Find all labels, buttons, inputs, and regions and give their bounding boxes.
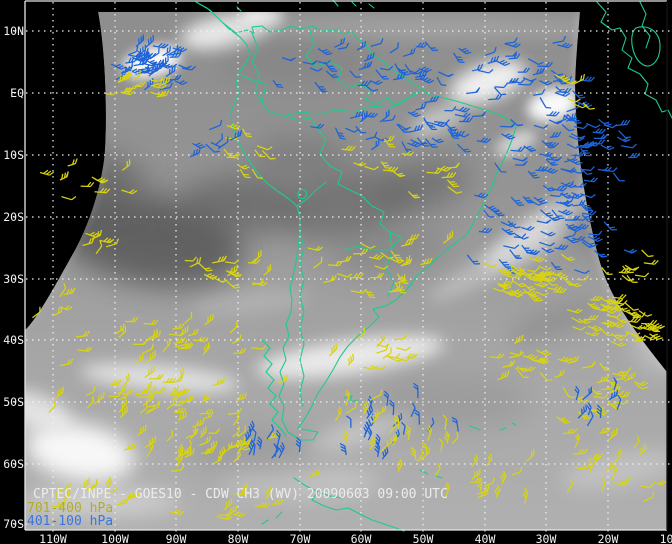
lat-tick-label: 10S — [3, 148, 24, 162]
lat-tick-label: 10N — [3, 24, 24, 38]
wind-barb-layer — [32, 34, 667, 521]
lon-tick-label: 10W — [660, 532, 672, 544]
lon-tick-label: 110W — [39, 532, 67, 544]
lon-tick-label: 40W — [475, 532, 496, 544]
lat-tick-label: 50S — [3, 395, 24, 409]
coastline-layer — [195, 0, 672, 532]
plot-frame — [24, 0, 668, 531]
lon-tick-label: 70W — [290, 532, 311, 544]
image-title-text: CPTEC/INPE - GOES10 - CDW CH3 (WV) 20090… — [33, 487, 448, 502]
lon-tick-label: 60W — [351, 532, 372, 544]
lon-tick-label: 50W — [413, 532, 434, 544]
lon-tick-label: 20W — [598, 532, 619, 544]
lon-tick-label: 30W — [536, 532, 557, 544]
lat-tick-label: EQ — [10, 86, 24, 100]
legend-item-mid-level: 701-400 hPa — [27, 501, 114, 516]
axis-label-layer: 10N EQ 10S 20S 30S 40S 50S 60S 70S 110W 100W 90W 80W… — [3, 24, 672, 544]
lat-tick-label: 70S — [3, 517, 24, 531]
lat-tick-label: 20S — [3, 210, 24, 224]
legend-item-high-level: 401-100 hPa — [27, 514, 114, 529]
lat-tick-label: 30S — [3, 272, 24, 286]
lon-tick-label: 90W — [166, 532, 187, 544]
lat-tick-label: 40S — [3, 333, 24, 347]
lat-tick-label: 60S — [3, 457, 24, 471]
lon-tick-label: 80W — [228, 532, 249, 544]
lon-tick-label: 100W — [101, 532, 129, 544]
